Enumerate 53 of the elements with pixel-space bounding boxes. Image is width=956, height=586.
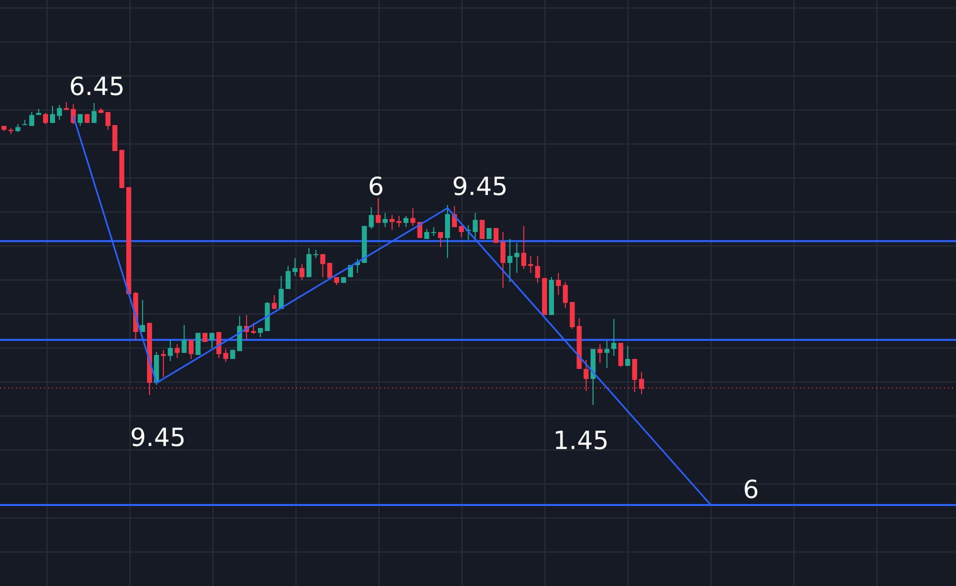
- text: 6: [743, 475, 759, 504]
- candlestick: [597, 344, 602, 364]
- text: 1.45: [553, 426, 609, 455]
- candlestick: [299, 264, 304, 280]
- candlestick: [376, 198, 381, 224]
- annotation: 6: [368, 172, 384, 201]
- candlestick: [486, 228, 492, 240]
- candlestick: [78, 114, 83, 126]
- candlestick: [390, 214, 395, 230]
- candlestick: [292, 258, 298, 276]
- candlestick: [168, 339, 173, 362]
- candlestick: [535, 255, 540, 284]
- candlestick: [556, 272, 561, 296]
- candlestick: [368, 206, 374, 230]
- candlestick: [306, 248, 312, 278]
- candlestick: [43, 112, 48, 125]
- candlestick: [140, 299, 146, 332]
- candlestick: [507, 238, 512, 282]
- candlestick: [424, 228, 430, 240]
- candlestick: [278, 275, 284, 310]
- candlestick: [438, 231, 444, 248]
- candlestick: [286, 265, 291, 290]
- text: 6.45: [69, 72, 125, 101]
- candlestick: [500, 231, 506, 289]
- candlestick: [272, 294, 277, 310]
- candlestick: [209, 332, 214, 349]
- candlestick: [182, 324, 187, 354]
- candlestick: [562, 281, 568, 309]
- candlestick: [625, 345, 630, 366]
- candlestick: [188, 339, 194, 360]
- candlestick: [174, 344, 180, 359]
- candlestick: [223, 348, 228, 362]
- candlestick: [56, 104, 62, 120]
- candlestick: [514, 242, 520, 274]
- text: 9.45: [130, 423, 186, 452]
- candlestick: [250, 322, 256, 335]
- candlestick: [403, 215, 408, 228]
- candlestick: [611, 318, 616, 356]
- candlestick: [160, 349, 166, 378]
- candlestick: [92, 102, 97, 124]
- candlestick: [431, 226, 436, 236]
- candlestick: [258, 328, 263, 338]
- candlestick: [494, 228, 499, 244]
- candlestick: [396, 215, 402, 228]
- candlestick: [604, 340, 610, 369]
- candlestick: [382, 212, 388, 228]
- candlestick: [618, 342, 624, 368]
- candlestick: [50, 105, 56, 124]
- candlestick: [105, 112, 110, 130]
- candlestick: [480, 219, 485, 240]
- candlestick: [410, 208, 416, 226]
- annotation: 9.45: [452, 172, 508, 201]
- candlestick: [445, 204, 450, 259]
